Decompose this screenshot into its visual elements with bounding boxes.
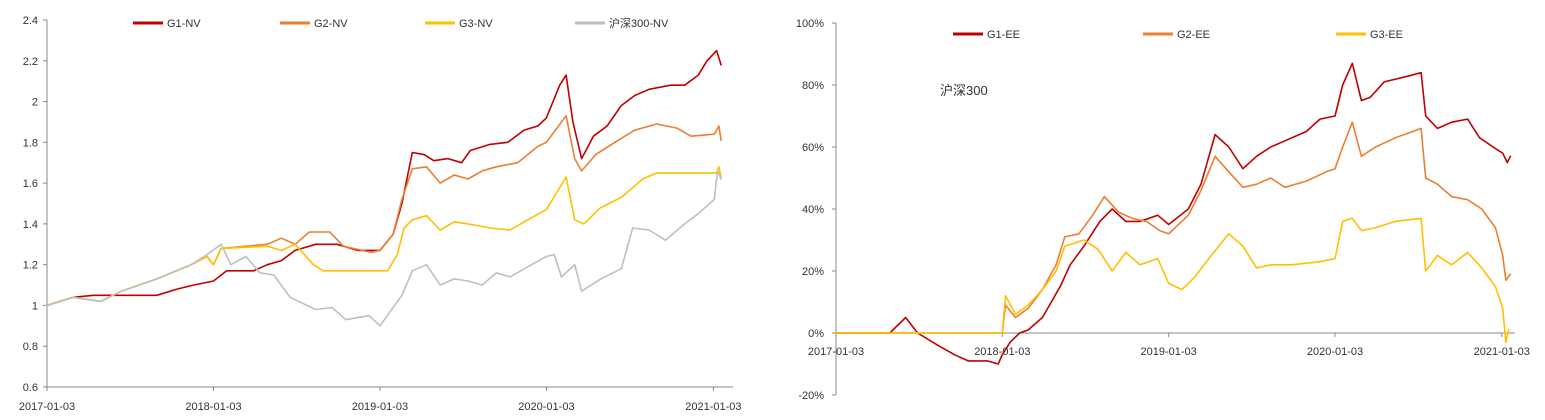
- series-line-1: [835, 62, 1512, 365]
- y-tick-label: 20%: [802, 266, 824, 278]
- y-tick-label: 100%: [796, 18, 824, 30]
- legend-label: G1-EE: [987, 29, 1020, 41]
- legend-label: G1-NV: [167, 18, 201, 30]
- series-line-3: [46, 166, 722, 307]
- chart-2: -20% 0% 20% 40% 60% 80% 100% 2017-01-03 2018-01-…: [796, 18, 1530, 402]
- y-tick-label: 1.8: [23, 137, 38, 149]
- y-tick-label: 40%: [802, 204, 824, 216]
- legend-label: G2-EE: [1177, 29, 1210, 41]
- series-line-2: [835, 121, 1512, 334]
- legend-label: 沪深300-NV: [609, 16, 669, 30]
- y-tick-label: 0.8: [23, 341, 38, 353]
- x-tick-label: 2017-01-03: [19, 401, 75, 413]
- series-line-4: [46, 170, 722, 327]
- y-tick-label: 1.4: [23, 219, 38, 231]
- legend-label: G3-EE: [1370, 29, 1403, 41]
- legend-label: G3-NV: [459, 18, 493, 30]
- x-tick-label: 2021-01-03: [1474, 346, 1530, 358]
- x-tick-label: 2019-01-03: [1141, 346, 1197, 358]
- y-tick-label: -20%: [798, 390, 824, 402]
- chart-annotation: 沪深300: [940, 83, 988, 98]
- series-line-2: [46, 115, 722, 307]
- series-line-1: [46, 49, 722, 307]
- y-tick-label: 80%: [802, 80, 824, 92]
- x-tick-label: 2021-01-03: [685, 401, 741, 413]
- y-tick-label: 0%: [808, 328, 824, 340]
- x-tick-label: 2020-01-03: [518, 401, 574, 413]
- y-tick-label: 2: [32, 97, 38, 109]
- y-tick-label: 0.6: [23, 382, 38, 394]
- series-line-3: [835, 217, 1510, 344]
- y-tick-label: 1: [32, 300, 38, 312]
- x-tick-label: 2017-01-03: [808, 346, 864, 358]
- y-tick-label: 2.2: [23, 56, 38, 68]
- x-tick-label: 2018-01-03: [974, 346, 1030, 358]
- x-tick-label: 2019-01-03: [352, 401, 408, 413]
- y-tick-label: 1.6: [23, 178, 38, 190]
- y-tick-label: 60%: [802, 142, 824, 154]
- legend-label: G2-NV: [314, 18, 348, 30]
- x-tick-label: 2020-01-03: [1307, 346, 1363, 358]
- chart-1: 0.6 0.8 1 1.2 1.4 1.6 1.8 2 2.2 2.4 2017-01-03 2018…: [19, 15, 742, 413]
- y-tick-label: 1.2: [23, 260, 38, 272]
- x-tick-label: 2018-01-03: [185, 401, 241, 413]
- y-tick-label: 2.4: [23, 15, 38, 27]
